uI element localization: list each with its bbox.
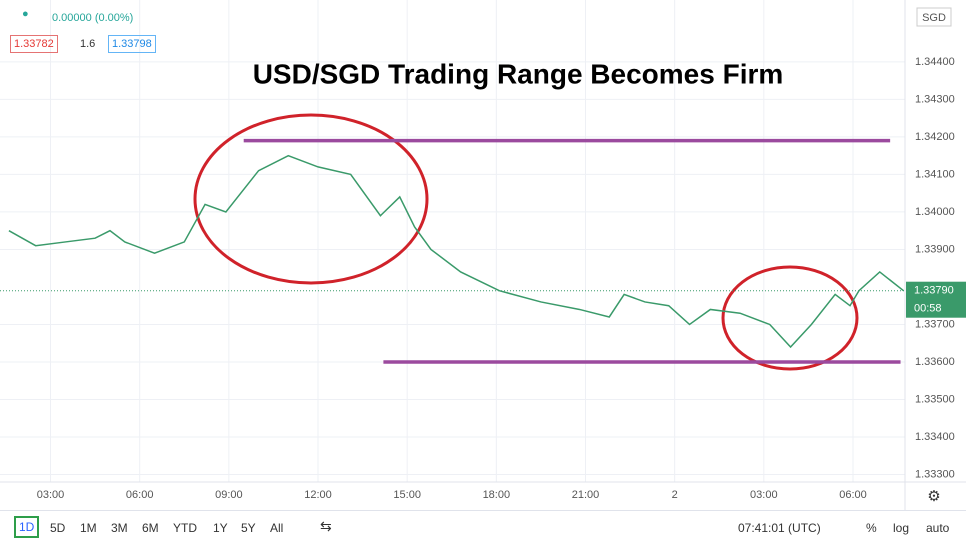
x-tick-label: 03:00 [750,489,778,501]
range-button[interactable]: All [270,521,284,535]
clock: 07:41:01 (UTC) [738,521,821,535]
range-button[interactable]: 1D [14,516,40,538]
x-tick-label: 21:00 [572,489,600,501]
range-button[interactable]: 1Y [213,521,228,535]
highlight-circle [193,113,429,285]
y-tick-label: 1.33500 [915,393,955,405]
change: 0.00000 (0.00%) [52,12,134,24]
log-toggle[interactable]: log [893,521,910,535]
ask[interactable]: 1.33798 [108,35,156,53]
y-tick-label: 1.33700 [915,318,955,330]
percent-toggle[interactable]: % [866,521,877,535]
countdown: 00:58 [914,303,942,315]
currency: SGD [922,12,946,24]
bid[interactable]: 1.33782 [10,35,58,53]
settings-icon[interactable]: ⚙ [927,488,940,505]
auto-toggle[interactable]: auto [926,521,950,535]
range-button[interactable]: 6M [142,521,159,535]
x-tick-label: 12:00 [304,489,332,501]
y-tick-label: 1.33600 [915,356,955,368]
y-tick-label: 1.34000 [915,206,955,218]
status-dot: ● [22,8,29,20]
y-tick-label: 1.34200 [915,131,955,143]
spread: 1.6 [80,38,96,50]
price-line [8,154,904,349]
y-tick-label: 1.34400 [915,56,955,68]
range-button[interactable]: 5D [50,521,66,535]
grid [0,0,905,482]
range-button[interactable]: 1M [80,521,97,535]
chart: USD/SGD Trading Range Becomes Firm SGD ⚙… [0,0,966,510]
x-tick-label: 15:00 [393,489,421,501]
y-tick-label: 1.34300 [915,93,955,105]
y-tick-label: 1.33400 [915,431,955,443]
y-tick-label: 1.33900 [915,243,955,255]
toolbar: ⇆ 07:41:01 (UTC) % log auto 1D 5D 1M 3M 6M YT… [0,510,966,543]
x-tick-label: 18:00 [483,489,511,501]
chart-title: USD/SGD Trading Range Becomes Firm [253,58,784,89]
x-tick-label: 06:00 [839,489,867,501]
last-price-label: 1.33790 [914,285,954,297]
x-tick-label: 09:00 [215,489,243,501]
range-button[interactable]: 5Y [241,521,256,535]
range-button[interactable]: 3M [111,521,128,535]
highlight-circle [721,265,859,371]
last-price-box [906,281,966,318]
range-button[interactable]: YTD [173,521,197,535]
y-tick-label: 1.34100 [915,168,955,180]
x-tick-label: 06:00 [126,489,154,501]
x-tick-label: 2 [672,489,678,501]
x-tick-label: 03:00 [37,489,65,501]
currency-box [916,7,952,27]
y-tick-label: 1.33300 [915,468,955,480]
compare-icon[interactable]: ⇆ [320,518,332,534]
